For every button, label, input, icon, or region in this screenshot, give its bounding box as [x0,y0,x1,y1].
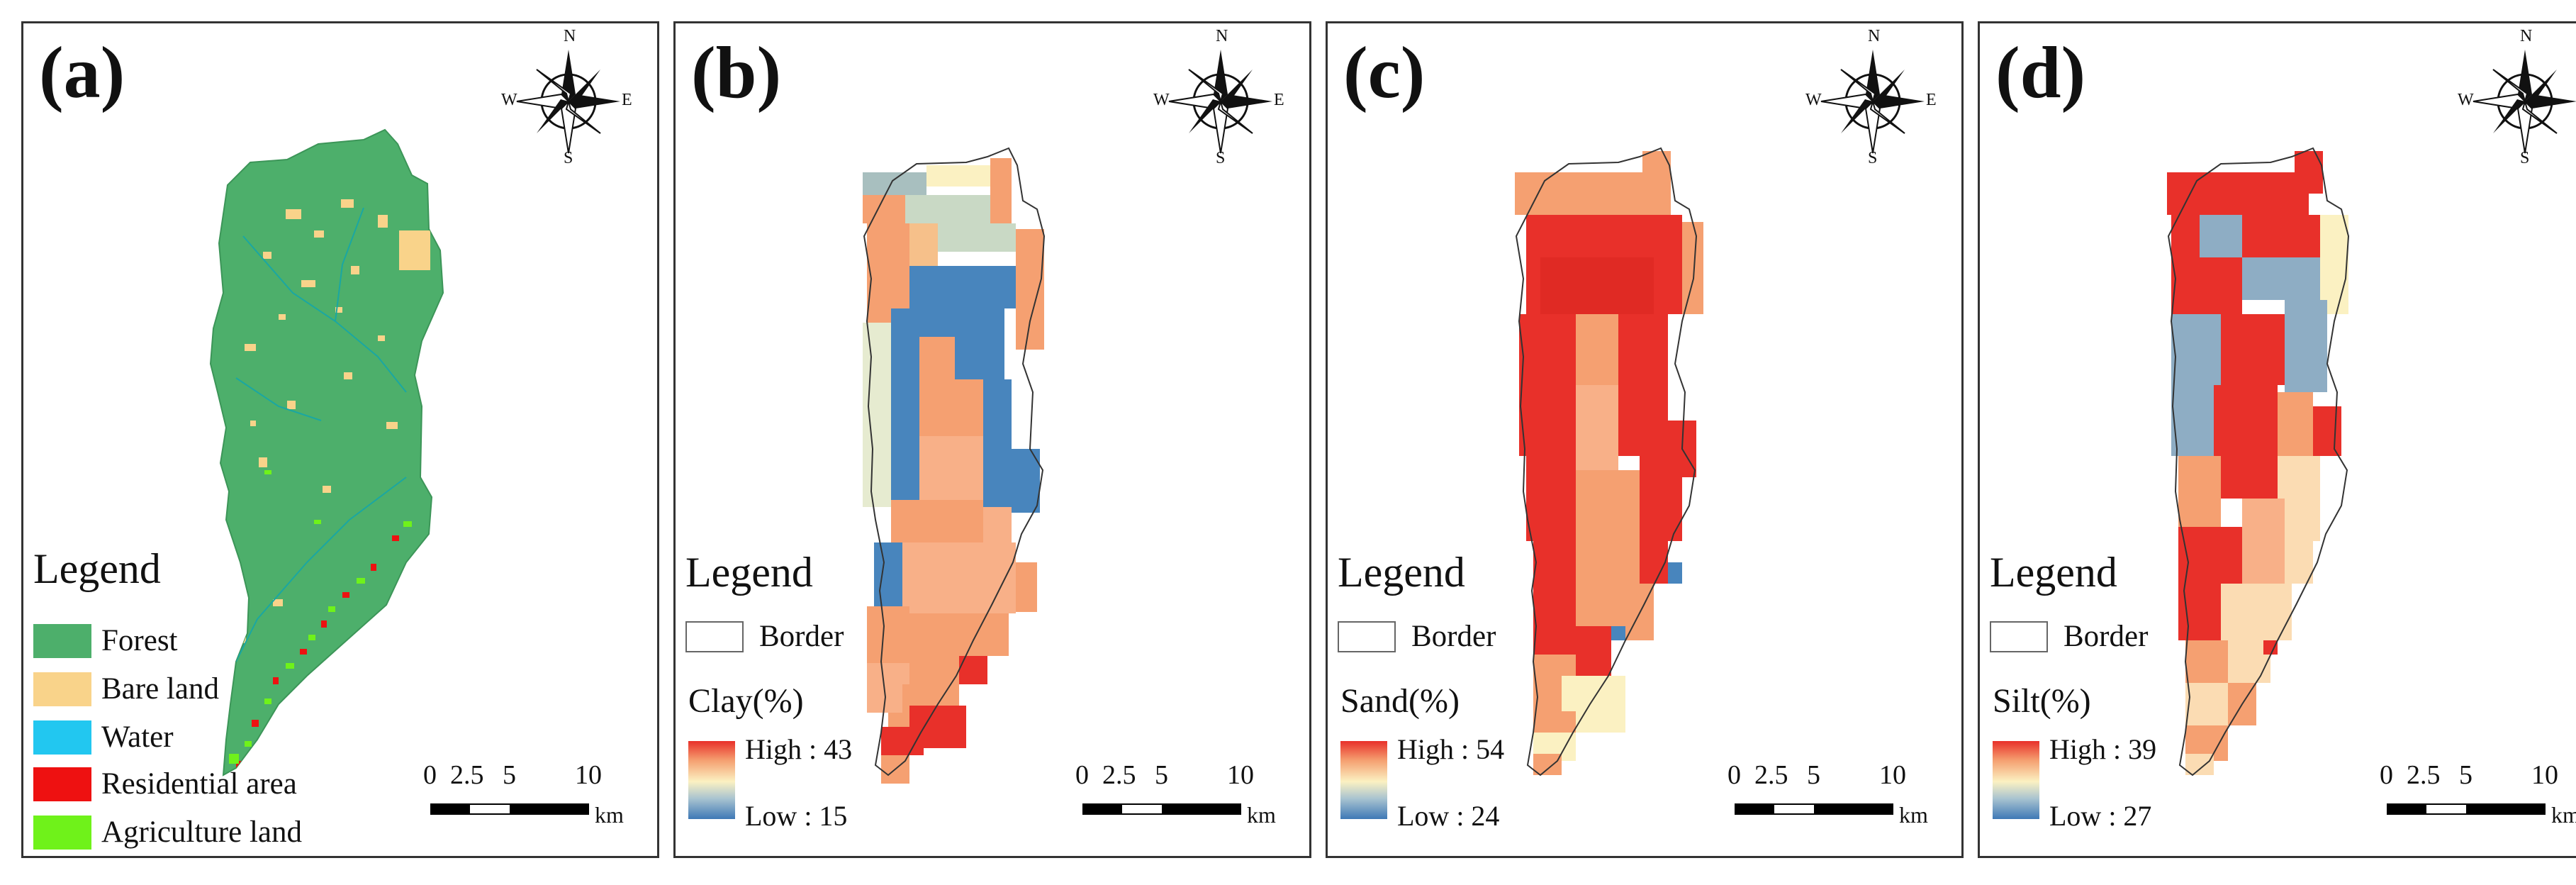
color-ramp [1993,741,2039,819]
legend-title: Legend [1990,549,2117,596]
residential-swatch [33,767,91,801]
scale-tick: 0 [423,760,437,790]
scale-tick: 2.5 [1754,760,1788,790]
compass-e: E [1926,91,1937,109]
scale-tick: 2.5 [2407,760,2441,790]
scale-tick: 2.5 [1102,760,1136,790]
legend-title: Legend [33,545,161,592]
clay-map [676,23,1309,856]
panel-b: (b) N S E W Legend Border Clay(%) High :… [673,21,1311,858]
north-arrow: N S E W [1805,27,1940,169]
legend-item-forest: Forest [33,623,178,658]
bare-land-swatch [33,672,91,706]
variable-title: Sand(%) [1340,682,1460,720]
scale-tick: 0 [1727,760,1741,790]
ramp-high-label: High : 54 [1397,733,1505,765]
legend-item-border: Border [1338,619,1496,654]
scale-unit: km [595,802,624,828]
scale-unit: km [2551,802,2576,828]
ramp-high-label: High : 43 [745,733,853,765]
panel-label: (d) [1995,32,2086,113]
panel-label: (a) [39,32,125,113]
compass-s: S [564,149,573,167]
scale-tick: 5 [1155,760,1168,790]
basin-border [2167,147,2350,777]
compass-e: E [1274,91,1284,109]
compass-w: W [1153,91,1170,109]
ramp-low-label: Low : 24 [1397,800,1500,832]
scale-tick: 10 [2531,760,2558,790]
legend-title: Legend [1338,549,1465,596]
basin-border [863,147,1046,777]
legend-title: Legend [685,549,813,596]
ramp-high-label: High : 39 [2049,733,2157,765]
compass-w: W [2458,91,2474,109]
compass-e: E [622,91,632,109]
scale-bar: 0 2.5 5 10 km [2380,759,2576,837]
scale-tick: 5 [2459,760,2473,790]
scale-tick: 5 [503,760,516,790]
silt-map [1980,23,2576,856]
north-arrow: N S E W [2458,27,2576,169]
panel-c: (c) N S E W Legend Border Sand(%) High :… [1326,21,1964,858]
compass-w: W [501,91,517,109]
scale-tick: 0 [1075,760,1089,790]
legend-label: Border [2063,620,2149,653]
panel-label: (b) [691,32,782,113]
scale-bar: 0 2.5 5 10 km [1727,759,1954,837]
border-swatch [1338,620,1396,652]
legend-label: Bare land [101,672,219,706]
border-swatch [685,620,744,652]
variable-title: Silt(%) [1993,682,2091,720]
legend-label: Agriculture land [101,816,302,849]
variable-title: Clay(%) [688,682,804,720]
panel-a: (a) N S E W Legend Forest Bare land Wate… [21,21,659,858]
legend-label: Border [759,620,844,653]
scale-tick: 2.5 [450,760,484,790]
land-use-map [23,23,657,856]
legend-item-residential: Residential area [33,767,297,801]
border-swatch [1990,620,2048,652]
legend-item-bare-land: Bare land [33,672,219,706]
compass-n: N [2520,27,2533,45]
ramp-low-label: Low : 27 [2049,800,2152,832]
compass-n: N [1216,27,1228,45]
color-ramp [1340,741,1387,819]
scale-unit: km [1899,802,1928,828]
scale-unit: km [1247,802,1276,828]
compass-s: S [1216,149,1226,167]
compass-s: S [1868,149,1878,167]
basin-shape [209,128,444,777]
agriculture-swatch [33,815,91,850]
water-swatch [33,720,91,755]
legend-label: Water [101,720,174,754]
sand-map [1328,23,1961,856]
scale-tick: 10 [1227,760,1254,790]
panel-d: (d) N S E W Legend Border Silt(%) High :… [1978,21,2576,858]
north-arrow: N S E W [501,27,636,169]
legend-label: Forest [101,624,178,657]
compass-n: N [564,27,576,45]
color-ramp [688,741,735,819]
compass-w: W [1805,91,1822,109]
north-arrow: N S E W [1153,27,1288,169]
legend-label: Residential area [101,767,297,801]
compass-n: N [1868,27,1881,45]
scale-tick: 0 [2380,760,2393,790]
legend-item-agriculture: Agriculture land [33,815,302,850]
basin-border [1515,147,1698,777]
legend-item-border: Border [685,619,844,654]
legend-label: Border [1411,620,1496,653]
forest-swatch [33,623,91,658]
panel-label: (c) [1343,32,1426,113]
ramp-low-label: Low : 15 [745,800,848,832]
compass-s: S [2520,149,2530,167]
scale-tick: 10 [575,760,602,790]
scale-tick: 5 [1807,760,1820,790]
scale-bar: 0 2.5 5 10 km [1075,759,1302,837]
scale-bar: 0 2.5 5 10 km [423,759,650,837]
legend-item-water: Water [33,720,174,755]
legend-item-border: Border [1990,619,2148,654]
scale-tick: 10 [1879,760,1906,790]
